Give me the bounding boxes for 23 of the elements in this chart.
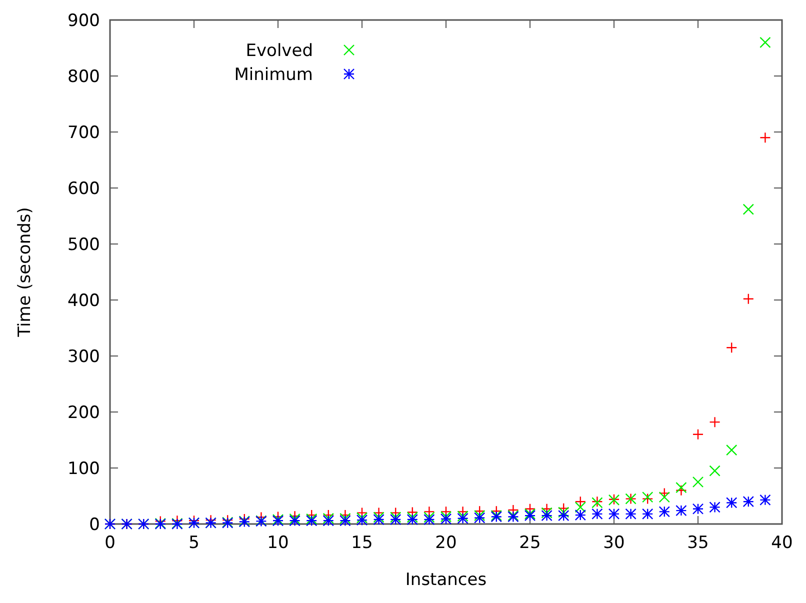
x-axis-title: Instances	[405, 570, 487, 590]
y-axis-title: Time (seconds)	[15, 207, 35, 338]
x-tick-label: 10	[267, 533, 289, 553]
x-tick-label: 30	[603, 533, 625, 553]
x-tick-label: 35	[687, 533, 709, 553]
y-tick-label: 100	[68, 459, 100, 479]
x-tick-label: 20	[435, 533, 457, 553]
y-tick-label: 500	[68, 235, 100, 255]
y-tick-label: 200	[68, 403, 100, 423]
y-tick-label: 600	[68, 179, 100, 199]
y-tick-label: 0	[89, 515, 100, 535]
y-tick-label: 400	[68, 291, 100, 311]
x-tick-label: 5	[188, 533, 200, 553]
x-tick-label: 15	[351, 533, 373, 553]
y-tick-label: 300	[68, 347, 100, 367]
legend-label: Minimum	[234, 65, 313, 85]
y-tick-label: 800	[68, 67, 100, 87]
y-tick-label: 900	[68, 11, 100, 31]
legend-label: Evolved	[246, 41, 313, 61]
x-tick-label: 40	[771, 533, 793, 553]
x-tick-label: 0	[104, 533, 116, 553]
y-tick-label: 700	[68, 123, 100, 143]
x-tick-label: 25	[519, 533, 541, 553]
